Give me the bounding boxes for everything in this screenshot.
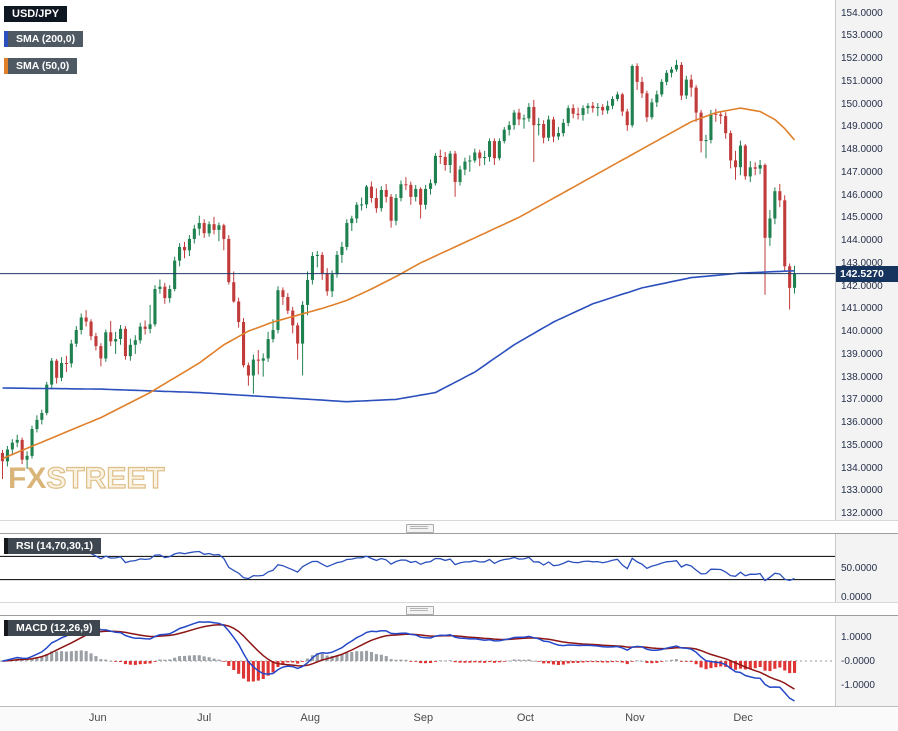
symbol-badge[interactable]: USD/JPY	[4, 6, 68, 22]
overlay-line	[2, 107, 796, 460]
price-tick-label: 148.0000	[841, 144, 883, 156]
price-tick-label: 152.0000	[841, 53, 883, 65]
price-tick-label: 139.0000	[841, 348, 883, 360]
price-tick-label: 136.0000	[841, 417, 883, 429]
price-chart-canvas[interactable]	[0, 0, 835, 520]
price-tick-label: 151.0000	[841, 75, 883, 87]
macd-chart-canvas[interactable]	[0, 616, 835, 706]
price-tick-label: 138.0000	[841, 371, 883, 383]
macd-tick-label: -0.0000	[841, 656, 875, 667]
price-panel[interactable]: USD/JPY SMA (200,0) SMA (50,0) FXSTREET	[0, 0, 835, 520]
rsi-tick-label: 0.0000	[841, 592, 872, 603]
macd-line	[2, 621, 795, 702]
rsi-tick-label: 50.0000	[841, 563, 878, 574]
price-tick-label: 154.0000	[841, 7, 883, 19]
price-tick-label: 141.0000	[841, 303, 883, 315]
rsi-indicator-badge[interactable]: RSI (14,70,30,1)	[4, 538, 102, 554]
sma-200-indicator-badge[interactable]: SMA (200,0)	[4, 31, 84, 47]
candles-layer	[0, 59, 797, 479]
macd-tick-label: -1.0000	[841, 679, 875, 691]
panel-separator	[0, 602, 898, 616]
month-label: Aug	[300, 712, 320, 724]
time-axis[interactable]: Jun Jul Aug Sep Oct Nov Dec	[0, 706, 898, 731]
price-tick-label: 149.0000	[841, 121, 883, 133]
rsi-panel[interactable]: RSI (14,70,30,1)	[0, 534, 835, 602]
price-tick-label: 147.0000	[841, 166, 883, 178]
price-tick-label: 146.0000	[841, 189, 883, 201]
price-tick-label: 134.0000	[841, 462, 883, 474]
price-tick-label: 144.0000	[841, 235, 883, 247]
sma-50-indicator-badge[interactable]: SMA (50,0)	[4, 58, 78, 74]
macd-axis[interactable]: 1.0000 -0.0000 -1.0000	[835, 616, 898, 706]
macd-signal-line	[2, 623, 795, 690]
rsi-axis[interactable]: 50.0000 0.0000	[835, 534, 898, 603]
month-label: Jun	[88, 712, 107, 724]
rsi-line	[71, 548, 795, 582]
price-tick-label: 150.0000	[841, 98, 883, 110]
macd-tick-label: 1.0000	[841, 632, 872, 644]
panel-resize-handle[interactable]	[406, 524, 434, 533]
price-tick-label: 145.0000	[841, 212, 883, 224]
price-tick-label: 140.0000	[841, 326, 883, 338]
panel-separator	[0, 520, 898, 534]
price-tick-label: 142.0000	[841, 280, 883, 292]
month-label: Nov	[625, 712, 645, 724]
price-tick-label: 135.0000	[841, 439, 883, 451]
fxstreet-watermark: FXSTREET	[8, 461, 166, 496]
price-tick-label: 143.0000	[841, 257, 883, 269]
month-label: Oct	[516, 712, 534, 724]
last-price-badge: 142.5270	[836, 265, 898, 282]
rsi-chart-canvas[interactable]	[0, 534, 835, 602]
watermark-fx: FX	[8, 462, 47, 495]
macd-indicator-badge[interactable]: MACD (12,26,9)	[4, 620, 101, 636]
price-tick-label: 133.0000	[841, 485, 883, 497]
price-axis[interactable]: 142.5270 154.0000 153.0000 152.0000 151.000…	[835, 0, 898, 520]
watermark-street: STREET	[46, 461, 166, 495]
macd-panel[interactable]: MACD (12,26,9)	[0, 616, 835, 706]
month-label: Sep	[413, 712, 434, 724]
month-label: Dec	[733, 712, 753, 724]
panel-resize-handle[interactable]	[406, 606, 434, 615]
month-label: Jul	[197, 712, 212, 724]
price-tick-label: 132.0000	[841, 508, 883, 520]
price-tick-label: 137.0000	[841, 394, 883, 406]
overlay-line	[2, 270, 795, 403]
macd-histogram	[0, 650, 797, 682]
price-tick-label: 153.0000	[841, 30, 883, 42]
